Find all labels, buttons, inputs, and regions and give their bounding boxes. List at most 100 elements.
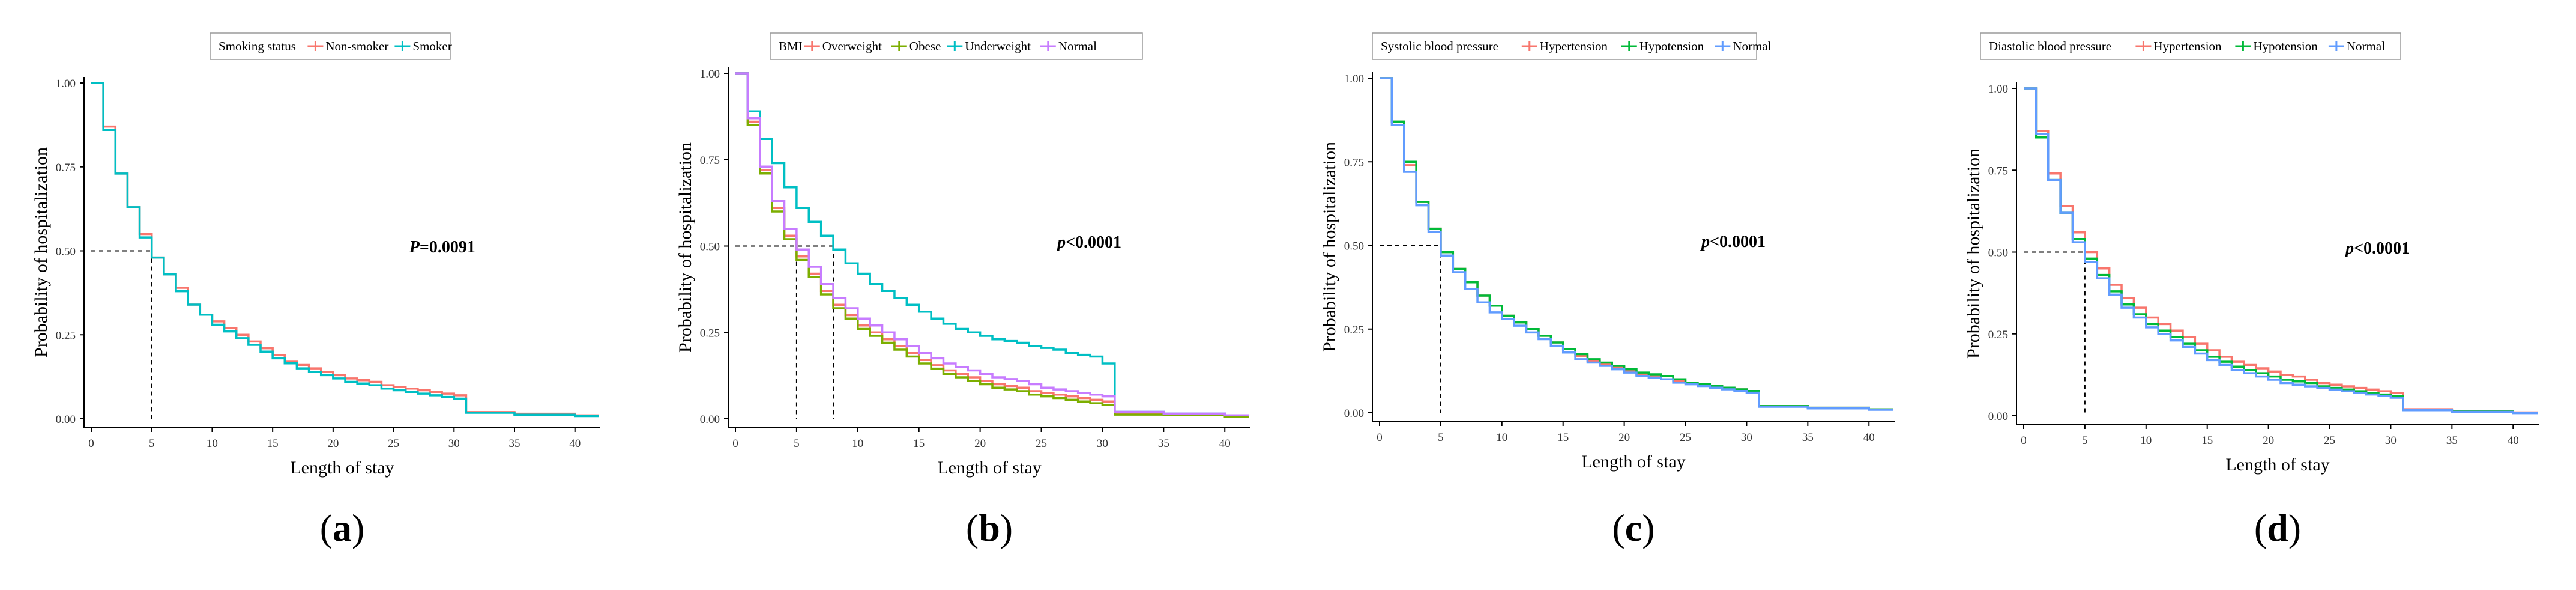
km-curve-hypertension xyxy=(2024,87,2538,414)
legend: Systolic blood pressure Hypertension Hypot… xyxy=(1372,32,1772,60)
panel-b: BMI Overweight Obese Underweight Normal 0.00 0… xyxy=(644,0,1288,590)
legend-label: Hypertension xyxy=(2153,39,2222,53)
x-tick-label: 35 xyxy=(1158,437,1169,450)
x-axis-title: Length of stay xyxy=(290,458,394,478)
legend-key-hypotension: Hypotension xyxy=(1621,39,1704,53)
panel-label: (a) xyxy=(320,506,365,549)
panel-d: Diastolic blood pressure Hypertension Hypo… xyxy=(1932,0,2576,590)
panel-label-close-paren: ) xyxy=(1642,506,1654,549)
x-axis-title: Length of stay xyxy=(2225,455,2329,475)
legend-key-normal: Normal xyxy=(2328,39,2385,53)
p-value-symbol: P xyxy=(409,238,420,257)
y-tick-label: 0.50 xyxy=(1988,247,2008,260)
p-value-annotation: p<0.0001 xyxy=(1700,233,1766,251)
y-tick-label: 0.00 xyxy=(1344,407,1364,420)
panel-label: (d) xyxy=(2254,506,2301,549)
x-tick-label: 40 xyxy=(569,437,581,450)
legend-title: Systolic blood pressure xyxy=(1381,39,1498,53)
x-tick-label: 30 xyxy=(1741,431,1752,444)
y-tick-label: 0.25 xyxy=(700,327,720,339)
panel-label-close-paren: ) xyxy=(352,506,364,549)
legend-key-normal: Normal xyxy=(1715,39,1772,53)
p-value-symbol: p xyxy=(1700,233,1710,251)
panel-c: Systolic blood pressure Hypertension Hypot… xyxy=(1288,0,1932,590)
y-tick-label: 0.50 xyxy=(56,246,76,258)
x-tick-label: 25 xyxy=(1036,437,1047,450)
x-tick-label: 5 xyxy=(2082,434,2088,447)
legend-key-obese: Obese xyxy=(891,39,941,53)
x-tick-label: 5 xyxy=(794,437,800,450)
x-tick-label: 10 xyxy=(207,437,218,450)
y-tick-label: 0.00 xyxy=(56,413,76,426)
y-tick-label: 0.25 xyxy=(1344,324,1364,336)
legend-label: Normal xyxy=(1058,39,1097,53)
legend-label: Normal xyxy=(2347,39,2385,53)
y-tick-label: 0.25 xyxy=(1988,329,2008,341)
x-tick-label: 25 xyxy=(2324,434,2335,447)
x-tick-label: 5 xyxy=(149,437,155,450)
km-curve-overweight xyxy=(735,72,1249,418)
median-reference xyxy=(2024,251,2086,416)
x-tick-label: 10 xyxy=(852,437,863,450)
median-reference xyxy=(1380,245,1441,413)
km-curve-underweight xyxy=(735,72,1249,416)
km-chart-d: Diastolic blood pressure Hypertension Hypo… xyxy=(1964,32,2539,549)
p-value-text: =0.0091 xyxy=(420,238,475,257)
median-reference xyxy=(91,250,152,419)
x-tick-label: 10 xyxy=(1496,431,1507,444)
panel-label-open-paren: ( xyxy=(320,506,333,549)
y-tick-label: 1.00 xyxy=(1988,83,2008,96)
legend-box xyxy=(1372,32,1757,60)
legend-key-hypotension: Hypotension xyxy=(2235,39,2318,53)
km-chart-b: BMI Overweight Obese Underweight Normal 0.00 0… xyxy=(675,32,1250,549)
x-tick-label: 0 xyxy=(88,437,94,450)
x-tick-label: 15 xyxy=(267,437,279,450)
panel-a: Smoking status Non-smoker Smoker 0.00 0.25 0.… xyxy=(0,0,644,590)
x-tick-label: 30 xyxy=(1097,437,1108,450)
x-tick-label: 15 xyxy=(913,437,925,450)
km-curve-non-smoker xyxy=(91,82,599,417)
x-tick-label: 0 xyxy=(732,437,738,450)
legend: Diastolic blood pressure Hypertension Hypo… xyxy=(1980,32,2401,60)
x-tick-label: 35 xyxy=(2446,434,2458,447)
legend-key-smoker: Smoker xyxy=(394,39,452,53)
legend-label: Non-smoker xyxy=(325,39,388,53)
legend-title: Diastolic blood pressure xyxy=(1989,39,2111,53)
panel-label-letter: c xyxy=(1625,506,1642,549)
legend-label: Smoker xyxy=(412,39,451,53)
km-chart-c: Systolic blood pressure Hypertension Hypot… xyxy=(1320,32,1895,549)
legend-key-overweight: Overweight xyxy=(804,39,882,53)
p-value-text: <0.0001 xyxy=(2354,239,2410,258)
x-tick-label: 35 xyxy=(509,437,520,450)
panel-label-close-paren: ) xyxy=(2288,506,2301,549)
km-curve-hypertension xyxy=(1380,77,1893,411)
x-tick-label: 25 xyxy=(388,437,399,450)
legend-key-hypertension: Hypertension xyxy=(2135,39,2222,53)
y-axis-title: Probability of hospitalization xyxy=(675,142,695,353)
km-curve-normal xyxy=(735,72,1249,416)
y-tick-label: 0.25 xyxy=(56,329,76,342)
legend-key-hypertension: Hypertension xyxy=(1521,39,1608,53)
panel-label-close-paren: ) xyxy=(1000,506,1013,549)
legend-label: Hypotension xyxy=(1639,39,1704,53)
p-value-symbol: p xyxy=(2344,239,2354,258)
km-curve-hypotension xyxy=(2024,87,2538,414)
x-axis-title: Length of stay xyxy=(1581,452,1685,472)
p-value-symbol: p xyxy=(1056,233,1066,252)
y-tick-label: 1.00 xyxy=(56,78,76,90)
x-tick-label: 0 xyxy=(2021,434,2027,447)
y-tick-label: 0.00 xyxy=(700,413,720,426)
x-tick-label: 40 xyxy=(2508,434,2519,447)
panel-label: (c) xyxy=(1612,506,1654,549)
x-tick-label: 0 xyxy=(1377,431,1383,444)
legend-label: Overweight xyxy=(822,39,882,53)
p-value-text: <0.0001 xyxy=(1710,233,1766,251)
panel-label-letter: b xyxy=(979,506,1000,549)
x-tick-label: 30 xyxy=(2385,434,2397,447)
km-curve-normal xyxy=(2024,87,2538,415)
legend: BMI Overweight Obese Underweight Normal xyxy=(770,32,1143,60)
legend-key-underweight: Underweight xyxy=(947,39,1031,53)
x-axis-title: Length of stay xyxy=(937,458,1041,478)
panel-label-open-paren: ( xyxy=(966,506,979,549)
y-tick-label: 0.75 xyxy=(1988,165,2008,177)
